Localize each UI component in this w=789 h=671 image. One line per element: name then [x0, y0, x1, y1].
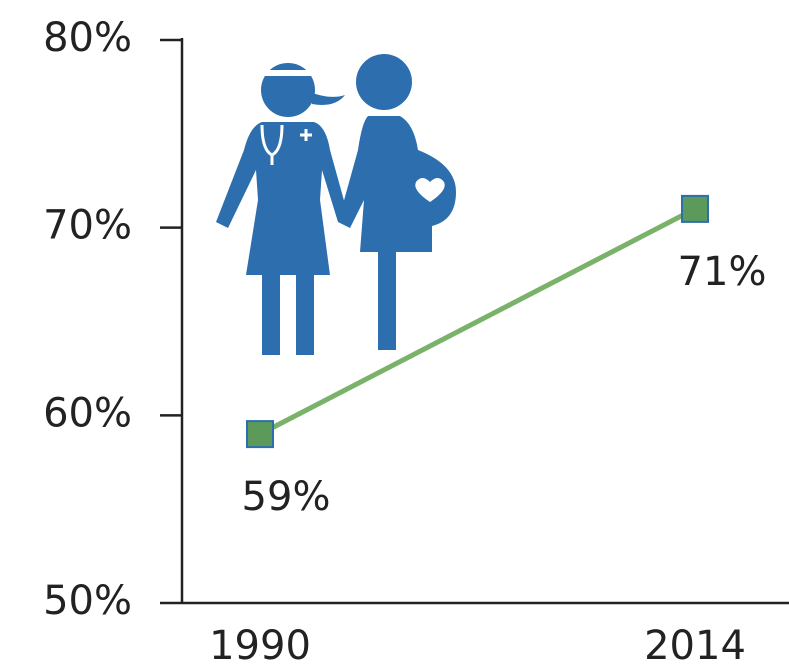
doctor-head: [261, 63, 315, 117]
y-tick-label: 60%: [43, 390, 132, 436]
heart: [415, 178, 445, 202]
y-tick-label: 50%: [43, 578, 132, 624]
x-tick-label: 2014: [644, 623, 746, 669]
woman-leg: [378, 248, 396, 350]
doctor-leg: [262, 270, 280, 355]
value-label: 59%: [242, 474, 331, 520]
woman-body: [338, 116, 456, 252]
headband: [262, 70, 314, 76]
y-tick-label: 70%: [43, 203, 132, 249]
marker: [246, 420, 274, 449]
doctor-body: [216, 122, 348, 275]
value-label: 71%: [678, 249, 767, 295]
doctor-leg: [296, 270, 314, 355]
x-tick-label: 1990: [209, 623, 311, 669]
icon: [216, 54, 456, 355]
cross: [300, 129, 312, 141]
line: [258, 206, 697, 437]
y-tick-label: 80%: [43, 15, 132, 61]
stethoscope: [260, 124, 284, 165]
ponytail: [310, 92, 345, 105]
woman-head: [356, 54, 412, 110]
marker: [681, 194, 709, 223]
